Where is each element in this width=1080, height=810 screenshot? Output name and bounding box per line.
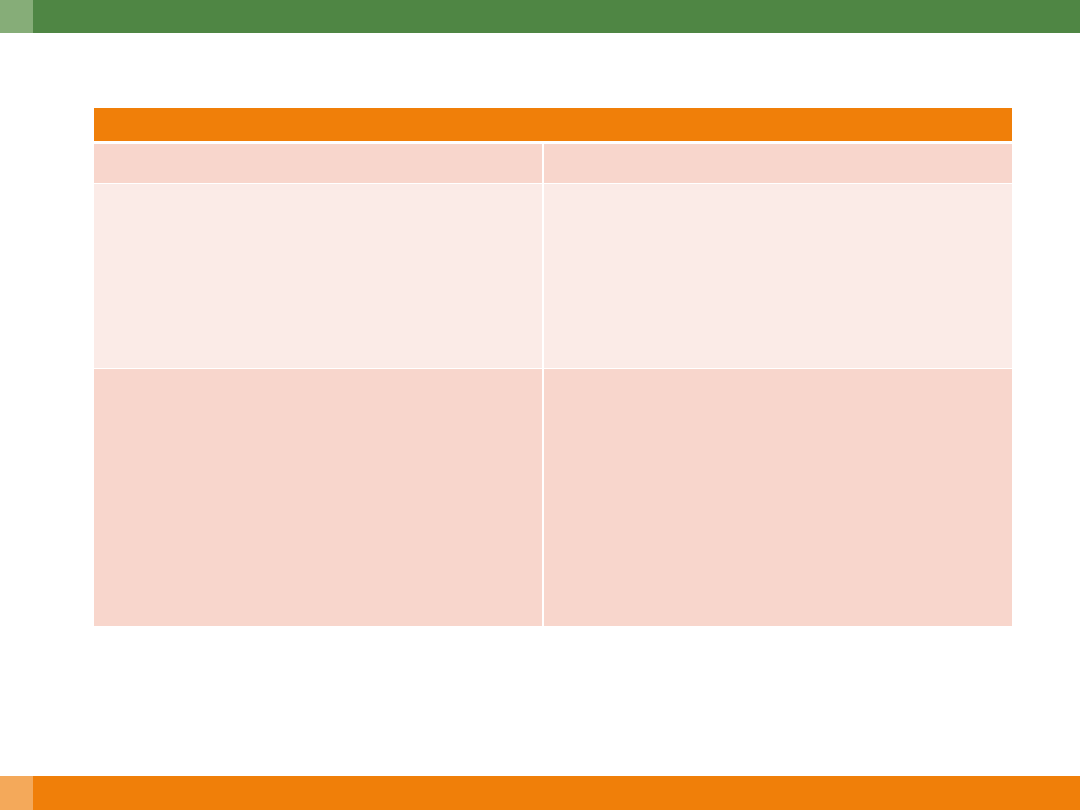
table-cell — [94, 144, 544, 183]
table-cell — [544, 369, 1012, 626]
table-cell — [94, 184, 544, 368]
table-header — [94, 108, 1012, 141]
table-row — [94, 144, 1012, 183]
bottom-banner-accent — [0, 776, 33, 810]
bottom-banner-bar — [33, 776, 1080, 810]
table-row — [94, 368, 1012, 626]
table-cell — [544, 184, 1012, 368]
top-banner — [0, 0, 1080, 33]
bottom-banner — [0, 776, 1080, 810]
content-table — [94, 108, 1012, 626]
table-cell — [94, 369, 544, 626]
top-banner-accent — [0, 0, 33, 33]
top-banner-bar — [33, 0, 1080, 33]
table-row — [94, 183, 1012, 368]
table-cell — [544, 144, 1012, 183]
